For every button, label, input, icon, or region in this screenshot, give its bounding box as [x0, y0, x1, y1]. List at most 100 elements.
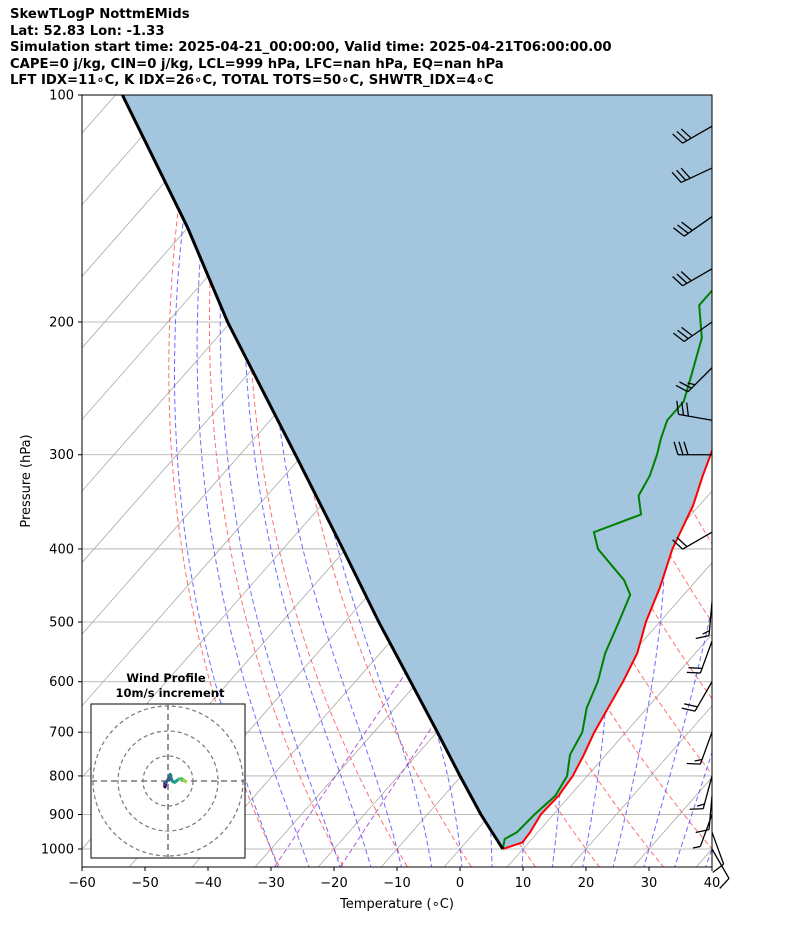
temperature-line: [502, 447, 712, 850]
wind-barb-shaft: [683, 216, 713, 237]
wind-barb: [695, 601, 713, 640]
wind-barb-feather: [673, 332, 685, 342]
wind-barb-feather: [672, 539, 683, 550]
y-tick-label: 500: [49, 616, 74, 631]
wind-barb-shaft: [711, 848, 730, 879]
wind-barb-feather: [676, 130, 688, 142]
dry-adiabat: [745, 78, 794, 880]
wind-barb-feather: [688, 667, 703, 670]
wind-barb-feather: [694, 758, 703, 762]
isotherm-line: [82, 95, 180, 206]
indices-line: LFT IDX=11∘C, K IDX=26∘C, TOTAL TOTS=50∘…: [10, 73, 494, 88]
cape-cin-shading: [122, 95, 712, 849]
wind-barbs: [671, 125, 730, 889]
wind-barb-feather: [675, 384, 689, 393]
wind-barb-feather: [677, 329, 689, 340]
moist-adiabat: [705, 847, 712, 867]
hodograph-subtitle: 10m/s increment: [116, 686, 225, 700]
wind-barb-feather: [678, 441, 684, 455]
wind-barb-shaft: [699, 640, 713, 674]
wind-barb: [673, 441, 712, 456]
location-line: Lat: 52.83 Lon: -1.33: [10, 23, 165, 39]
isotherm-line: [506, 633, 712, 867]
wind-barb-feather: [680, 271, 692, 282]
wind-barb-feather: [676, 273, 688, 284]
isotherm-line: [82, 95, 243, 277]
wind-barb-feather: [696, 803, 705, 807]
wind-barb-feather: [671, 171, 682, 183]
x-tick-label: −20: [320, 876, 347, 891]
wind-barb: [675, 367, 713, 393]
y-axis-label: Pressure (hPa): [19, 434, 34, 527]
chart-header: SkewTLogP NottmEMids Lat: 52.83 Lon: -1.…: [10, 7, 612, 90]
y-tick-label: 100: [49, 89, 74, 104]
sounding-profiles: [121, 95, 712, 850]
wind-barb: [686, 640, 713, 674]
wind-barb: [711, 848, 730, 889]
x-tick-label: −50: [131, 876, 158, 891]
chart-title: SkewTLogP NottmEMids: [10, 7, 190, 22]
wind-barb-feather: [676, 536, 688, 548]
hodograph-title: Wind Profile: [126, 671, 206, 685]
wind-barb-feather: [683, 441, 689, 455]
wind-barb-shaft: [699, 731, 713, 765]
wind-barb-feather: [686, 762, 701, 765]
wind-barb-feather: [719, 878, 730, 889]
x-tick-label: 40: [704, 876, 721, 891]
x-tick-label: −30: [257, 876, 284, 891]
y-tick-label: 800: [49, 769, 74, 784]
moist-adiabat: [579, 95, 666, 867]
wind-barb-feather: [712, 863, 725, 873]
stability-line: CAPE=0 j/kg, CIN=0 j/kg, LCL=999 hPa, LF…: [10, 56, 504, 72]
wind-barb: [689, 775, 713, 810]
x-axis-label: Temperature (∘C): [339, 897, 454, 912]
wind-barb: [686, 731, 713, 765]
y-tick-label: 300: [49, 448, 74, 463]
wind-barb-shaft: [694, 681, 713, 712]
wind-barb-shaft: [687, 367, 713, 393]
wind-barb-shaft: [708, 795, 713, 830]
wind-barb-feather: [695, 634, 710, 640]
wind-barb: [676, 400, 713, 421]
wind-barb-feather: [681, 707, 696, 712]
y-tick-label: 400: [49, 542, 74, 557]
cin-shading-area: [122, 95, 712, 849]
hodograph-segment: [183, 779, 187, 784]
axes: −60 −50 −40 −30 −20 −10 0 10 20 30 40 100 200 300 400 5…: [41, 89, 720, 892]
wind-barb-shaft: [682, 531, 713, 550]
wind-barb: [672, 125, 713, 144]
wind-barb: [681, 681, 713, 712]
wind-barb-shaft: [680, 167, 713, 184]
hodograph-inset: Wind Profile 10m/s increment: [90, 671, 246, 859]
y-tick-label: 600: [49, 675, 74, 690]
wind-barb-feather: [702, 630, 710, 635]
dewpoint-line: [501, 289, 712, 850]
moist-adiabat: [196, 95, 310, 867]
wind-barb-feather: [681, 326, 693, 337]
wind-barb-feather: [695, 829, 710, 834]
wind-barb-shaft: [682, 268, 713, 287]
x-tick-label: −60: [68, 876, 95, 891]
x-tick-label: −40: [194, 876, 221, 891]
wind-barb-feather: [676, 400, 680, 415]
hodograph-ring: [117, 730, 219, 832]
x-tick-label: 30: [641, 876, 658, 891]
wind-barb-feather: [686, 402, 690, 417]
wind-barb-feather: [687, 382, 696, 386]
y-tick-label: 200: [49, 315, 74, 330]
wind-barb-feather: [673, 441, 679, 455]
moist-adiabat: [174, 95, 279, 867]
wind-barb-shaft: [702, 775, 713, 809]
x-tick-label: 20: [578, 876, 595, 891]
moist-adiabat: [243, 95, 372, 867]
dry-adiabat: [713, 78, 794, 880]
wind-barb: [672, 531, 713, 550]
wind-barb-shaft: [683, 321, 713, 343]
wind-barb: [673, 321, 713, 343]
wind-barb-feather: [672, 133, 683, 144]
wind-barb-feather: [684, 703, 698, 708]
y-tick-label: 1000: [41, 843, 74, 858]
wind-barb-shaft: [678, 413, 713, 421]
wind-barb: [695, 795, 713, 834]
